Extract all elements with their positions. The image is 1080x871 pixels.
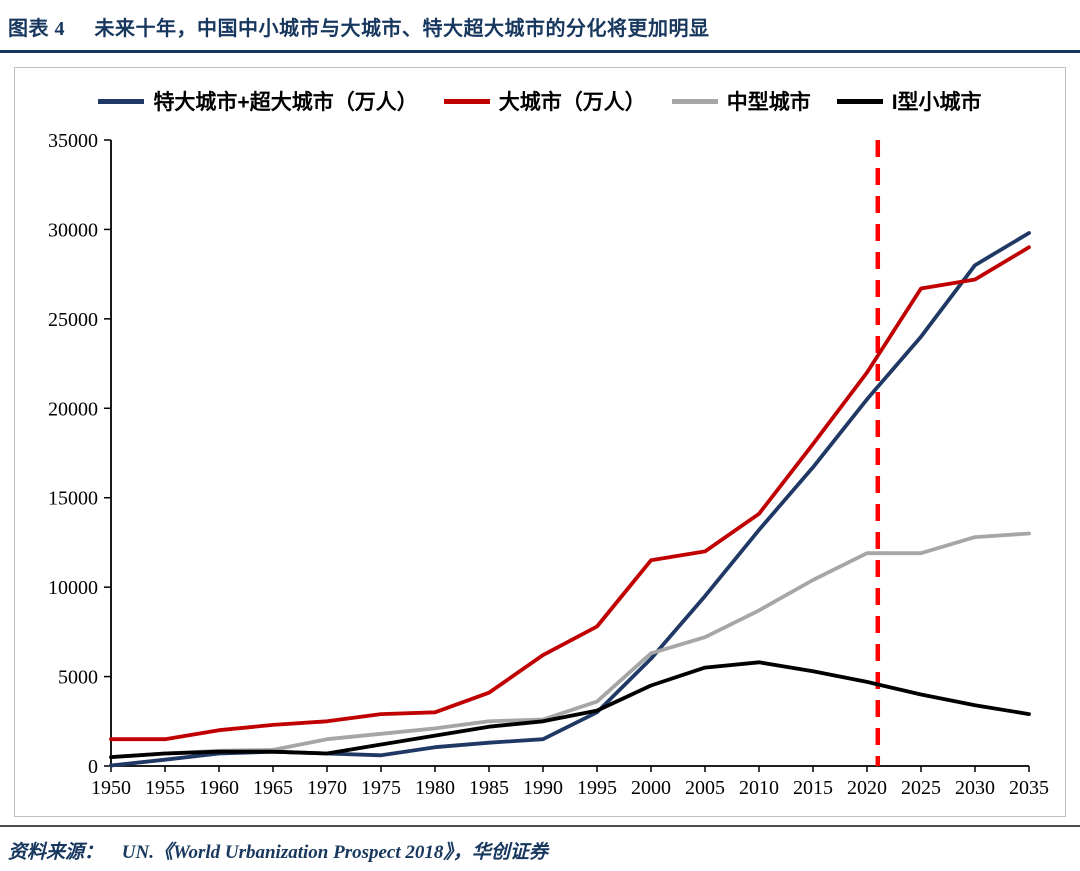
x-axis-tick-label: 1970 [307,777,347,799]
series-line [109,245,1031,742]
figure-title-bar: 图表 4 未来十年，中国中小城市与大城市、特大超大城市的分化将更加明显 [0,8,1080,53]
legend-item: 大城市（万人） [443,86,646,116]
x-axis-tick-label: 2000 [631,777,671,799]
chart-frame: 特大城市+超大城市（万人） 大城市（万人） 中型城市 I型小城市 0 5000 10000… [14,67,1066,817]
x-axis-tick-label: 1990 [523,777,563,799]
y-axis-tick-label: 10000 [48,577,98,599]
x-axis-tick-label: 2015 [793,777,833,799]
x-axis-tick-label: 1955 [145,777,185,799]
legend-line-swatch [671,98,718,104]
x-axis-tick-label: 1960 [199,777,239,799]
legend-label: 大城市（万人） [498,91,646,114]
x-axis-tick-label: 2030 [955,777,995,799]
legend-item: I型小城市 [836,86,982,116]
series-line [109,660,1031,759]
figure-label: 图表 4 [8,18,65,40]
y-axis-tick-label: 20000 [48,398,98,420]
x-axis-tick-label: 2025 [901,777,941,799]
legend-line-swatch [443,98,490,104]
x-axis-tick-label: 2020 [847,777,887,799]
y-axis-tick-label: 5000 [58,667,98,689]
y-axis-tick-label: 25000 [48,309,98,331]
legend-line-swatch [98,98,145,104]
legend-label: 特大城市+超大城市（万人） [153,91,418,114]
y-axis-tick-label: 30000 [48,219,98,241]
x-axis-tick-label: 2010 [739,777,779,799]
x-axis-tick-label: 1950 [91,777,131,799]
chart-legend: 特大城市+超大城市（万人） 大城市（万人） 中型城市 I型小城市 [21,76,1059,124]
source-note: 资料来源： UN.《World Urbanization Prospect 20… [0,825,1080,864]
x-axis-tick-label: 1975 [361,777,401,799]
legend-line-swatch [836,98,883,104]
series-line [109,531,1031,759]
y-axis-tick-label: 0 [88,756,98,778]
legend-item: 特大城市+超大城市（万人） [98,86,418,116]
x-axis-tick-label: 2005 [685,777,725,799]
x-axis-tick-label: 1995 [577,777,617,799]
source-label: 资料来源： [8,842,104,863]
legend-label: 中型城市 [726,91,811,114]
figure-title-text: 未来十年，中国中小城市与大城市、特大超大城市的分化将更加明显 [94,18,710,40]
source-text: UN.《World Urbanization Prospect 2018》，华创… [121,842,548,863]
x-axis-tick-label: 1980 [415,777,455,799]
y-axis-tick-label: 35000 [48,130,98,152]
x-axis-tick-label: 1965 [253,777,293,799]
y-axis-tick-label: 15000 [48,488,98,510]
x-axis-tick-label: 1985 [469,777,509,799]
legend-item: 中型城市 [671,86,811,116]
x-axis-tick-label: 2035 [1009,777,1049,799]
chart-svg: 0 5000 10000 15000 20000 25000 30000 35000 1950 1… [48,130,1049,799]
legend-label: I型小城市 [891,91,982,114]
